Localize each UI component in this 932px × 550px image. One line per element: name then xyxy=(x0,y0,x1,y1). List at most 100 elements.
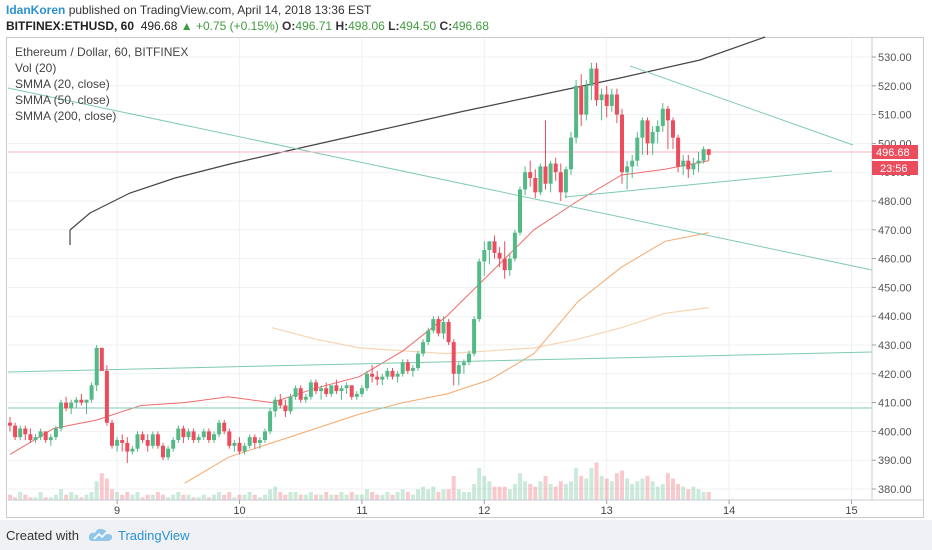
volume-bars xyxy=(8,462,711,500)
volume-bar xyxy=(574,467,579,500)
volume-bar xyxy=(84,494,89,500)
volume-bar xyxy=(579,475,584,500)
candle-body xyxy=(314,382,318,392)
horizontal-support-rising[interactable] xyxy=(7,351,873,373)
volume-bar xyxy=(446,489,451,500)
candle-body xyxy=(385,370,390,377)
up-triangle-icon: ▲ xyxy=(180,19,193,33)
candle-body xyxy=(206,431,211,441)
volume-bar xyxy=(671,478,675,500)
close-value: 496.68 xyxy=(452,19,489,33)
candle-body xyxy=(390,370,395,377)
candle-body xyxy=(110,422,114,446)
candle-body xyxy=(599,94,604,101)
volume-bar xyxy=(421,486,426,500)
legend-smma200[interactable]: SMMA (200, close) xyxy=(15,109,117,123)
volume-bar xyxy=(308,491,313,500)
volume-bar xyxy=(349,491,354,500)
legend-volume[interactable]: Vol (20) xyxy=(15,61,57,75)
price-tick-label: 420.00 xyxy=(878,369,912,381)
lower-wedge-line[interactable] xyxy=(564,170,833,198)
candle-body xyxy=(563,169,568,193)
volume-bar xyxy=(691,486,696,500)
candle-body xyxy=(354,393,359,397)
smma20-line xyxy=(9,160,709,455)
candle-body xyxy=(227,431,232,446)
price-axis[interactable]: 530.00520.00510.00500.00490.00480.00470.… xyxy=(871,38,912,500)
candle-body xyxy=(359,388,364,394)
price-tick-label: 460.00 xyxy=(878,254,912,266)
volume-bar xyxy=(222,494,227,500)
volume-bar xyxy=(115,491,120,500)
candle-body xyxy=(676,137,681,167)
price-change: +0.75 (+0.15%) xyxy=(195,19,279,33)
volume-bar xyxy=(538,481,543,500)
upper-wedge-line[interactable] xyxy=(629,65,854,146)
time-axis[interactable]: 9 10 11 12 13 14 15 xyxy=(8,499,924,517)
candle-body xyxy=(161,445,165,458)
high-label: H: xyxy=(335,19,349,33)
volume-bar xyxy=(8,494,12,500)
candle-body xyxy=(487,241,492,250)
candle-body xyxy=(482,249,487,262)
candle-body xyxy=(370,373,375,377)
open-value: 496.71 xyxy=(295,19,333,33)
volume-bar xyxy=(701,491,706,500)
volume-bar xyxy=(140,497,145,500)
volume-bar xyxy=(324,491,329,500)
volume-bar xyxy=(518,473,522,500)
candle-body xyxy=(181,428,186,438)
candle-body xyxy=(543,166,548,184)
volume-bar xyxy=(558,481,563,500)
ohlc-line: BITFINEX:ETHUSD, 60 496.68 ▲ +0.75 (+0.1… xyxy=(6,19,489,33)
volume-bar xyxy=(161,494,165,500)
volume-bar xyxy=(104,478,109,500)
candle-body xyxy=(186,431,191,438)
candle-body xyxy=(257,440,262,443)
volume-bar xyxy=(28,497,33,500)
volume-bar xyxy=(512,483,517,500)
candle-body xyxy=(140,434,145,441)
candle-body xyxy=(461,362,466,366)
candle-body xyxy=(74,399,79,403)
candle-body xyxy=(23,428,28,435)
open-label: O: xyxy=(282,19,296,33)
candle-body xyxy=(217,422,222,435)
candle-body xyxy=(589,68,594,86)
volume-bar xyxy=(604,478,609,500)
publish-info: IdanKoren published on TradingView.com, … xyxy=(6,3,371,17)
trend-lines xyxy=(7,36,873,409)
legend-smma20[interactable]: SMMA (20, close) xyxy=(15,77,110,91)
candle-body xyxy=(400,362,405,374)
volume-bar xyxy=(502,486,507,500)
candle-body xyxy=(523,172,528,190)
volume-bar xyxy=(268,489,273,500)
long-trend-curve[interactable] xyxy=(69,36,766,231)
chart-frame xyxy=(6,37,924,518)
tradingview-brand[interactable]: TradingView xyxy=(118,528,190,543)
time-tick-label: 11 xyxy=(356,505,367,517)
volume-bar xyxy=(69,491,74,500)
descending-trend-line[interactable] xyxy=(7,87,873,271)
legend-title[interactable]: Ethereum / Dollar, 60, BITFINEX xyxy=(15,45,189,59)
volume-bar xyxy=(569,481,573,500)
legend-smma50[interactable]: SMMA (50, close) xyxy=(15,93,110,107)
volume-bar xyxy=(436,491,441,500)
author-link[interactable]: IdanKoren xyxy=(6,3,66,17)
candle-body xyxy=(94,347,99,386)
candle-body xyxy=(630,160,635,167)
volume-bar xyxy=(696,489,701,500)
volume-bar xyxy=(206,497,211,500)
volume-bar xyxy=(497,486,502,500)
price-tick-label: 450.00 xyxy=(878,282,912,294)
created-with-label: Created with xyxy=(6,528,79,543)
candle-body xyxy=(579,85,584,115)
volume-bar xyxy=(645,475,650,500)
candle-body xyxy=(528,172,533,178)
candle-body xyxy=(273,399,278,412)
candle-body xyxy=(405,362,410,371)
volume-bar xyxy=(416,489,420,500)
countdown-tag xyxy=(872,161,918,175)
candle-body xyxy=(212,434,216,441)
